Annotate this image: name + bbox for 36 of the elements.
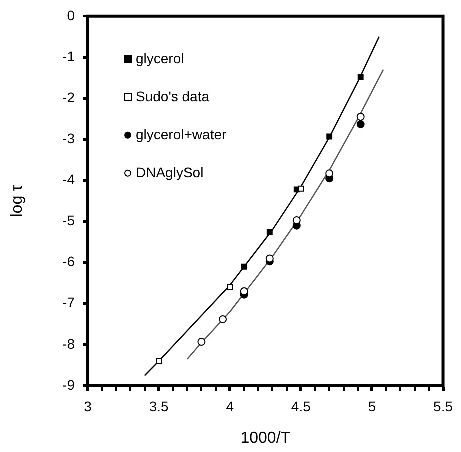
point <box>227 284 234 290</box>
y-tick-label: -6 <box>62 254 76 270</box>
point <box>356 120 365 128</box>
point <box>266 254 274 263</box>
point <box>156 358 162 364</box>
point <box>326 134 333 140</box>
y-tick-label: -9 <box>62 376 76 393</box>
point <box>292 216 301 224</box>
y-tick-label: -2 <box>62 89 76 106</box>
y-tick-label: -4 <box>62 172 76 188</box>
x-tick-label: 5 <box>368 398 376 414</box>
x-tick-label: 4 <box>226 398 234 414</box>
x-tick-label: 5.5 <box>434 398 454 414</box>
point <box>356 113 365 122</box>
y-tick-label: 0 <box>67 7 76 24</box>
y-tick-label: -3 <box>62 130 76 146</box>
point <box>358 74 364 80</box>
point <box>219 315 227 324</box>
y-tick-label: -5 <box>62 212 76 229</box>
legend-label: glycerol <box>136 50 184 66</box>
legend-label: glycerol+water <box>136 126 227 142</box>
x-tick-label: 3 <box>84 398 92 414</box>
point <box>326 170 334 178</box>
legend-label: Sudo's data <box>136 88 210 104</box>
point <box>198 338 206 346</box>
y-tick-label: -7 <box>62 294 76 311</box>
y-tick-label: -1 <box>62 48 76 64</box>
y-axis-title: log τ <box>9 184 26 218</box>
x-tick-label: 3.5 <box>149 398 169 414</box>
point <box>266 229 273 235</box>
x-axis-title: 1000/T <box>240 430 291 447</box>
y-tick-label: -8 <box>62 336 76 352</box>
point <box>298 186 304 192</box>
x-tick-label: 4.5 <box>291 398 312 414</box>
legend-label: DNAglySol <box>136 164 204 180</box>
point <box>241 264 248 270</box>
